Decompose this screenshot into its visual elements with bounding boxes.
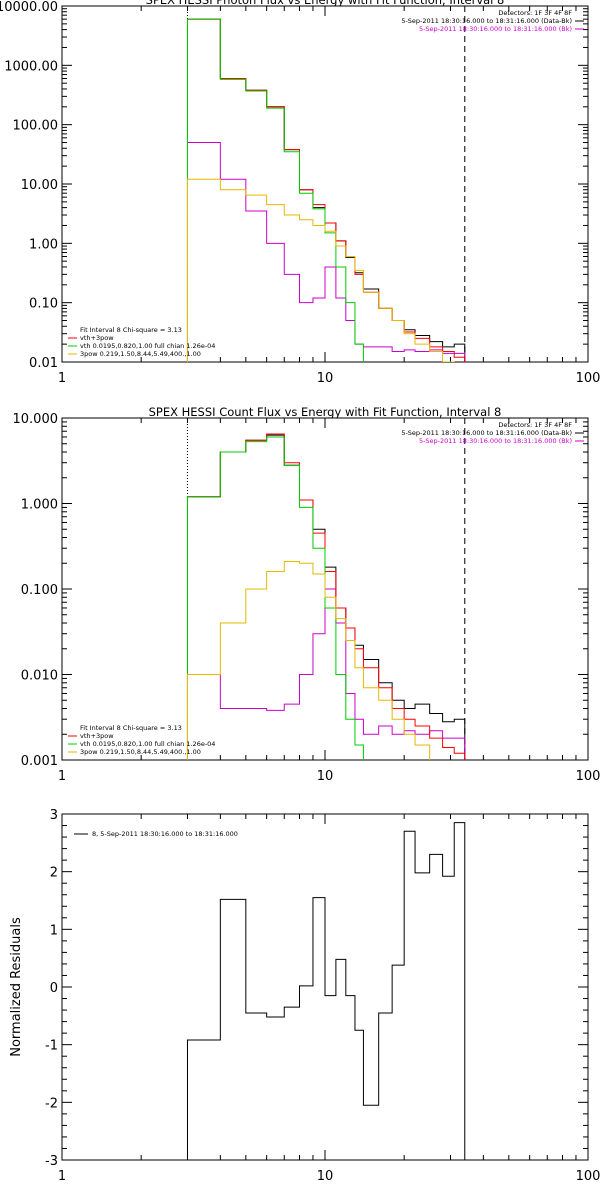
- x-tick-label: 100: [576, 371, 600, 386]
- y-tick-label: 10.00: [21, 178, 58, 193]
- plot-area: [186, 6, 466, 362]
- x-tick-label: 1: [58, 371, 66, 386]
- series-line-bk: [186, 588, 466, 760]
- fit-legend-line-2: vth+3pow: [80, 732, 114, 740]
- y-tick-label: 10000.00: [0, 0, 58, 15]
- series-line-vth: [186, 436, 380, 760]
- y-tick-label: 0.010: [21, 669, 58, 684]
- y-tick-label: 0.01: [29, 356, 58, 371]
- fit-legend-line-4: 3pow 0.219,1.50,8.44,5.49,400.,1.00: [80, 748, 201, 756]
- y-tick-label: 1000.00: [4, 59, 58, 74]
- y-tick-label: 1: [50, 923, 58, 938]
- x-tick-label: 10: [317, 769, 334, 784]
- header-line-2: 5-Sep-2011 18:30:16.000 to 18:31:16.000 …: [401, 429, 572, 437]
- y-tick-label: 2: [50, 866, 58, 881]
- series-line-vth: [186, 18, 405, 362]
- y-tick-label: 3: [50, 808, 58, 823]
- fit-legend-line-1: Fit Interval 8 Chi-square = 3.13: [80, 724, 182, 732]
- chart-title: SPEX HESSI Count Flux vs Energy with Fit…: [149, 405, 502, 419]
- y-tick-label: -3: [45, 1154, 58, 1169]
- fit-legend-line-3: vth 0.0195,0.820,1.00 full chian 1.26e-0…: [80, 740, 215, 748]
- x-tick-label: 1: [58, 769, 66, 784]
- header-line-2: 5-Sep-2011 18:30:16.000 to 18:31:16.000 …: [401, 17, 572, 25]
- residual-legend: 8, 5-Sep-2011 18:30:16.000 to 18:31:16.0…: [92, 830, 238, 838]
- y-tick-label: 0.100: [21, 583, 58, 598]
- header-line-3: 5-Sep-2011 18:30:16.000 to 18:31:16.000 …: [419, 437, 572, 445]
- y-tick-label: 10.000: [13, 412, 59, 427]
- plot-frame: [61, 5, 589, 363]
- header-line-1: Detectors: 1F 3F 4F 8F: [498, 421, 572, 429]
- fit-legend-line-2: vth+3pow: [80, 334, 114, 342]
- series-line-data-bk: [186, 18, 466, 362]
- y-tick-label: -2: [45, 1096, 58, 1111]
- y-tick-label: 100.00: [13, 119, 59, 134]
- header-line-1: Detectors: 1F 3F 4F 8F: [498, 9, 572, 17]
- series-line-3pow: [186, 560, 444, 760]
- fit-legend-line-1: Fit Interval 8 Chi-square = 3.13: [80, 326, 182, 334]
- chart-title: SPEX HESSI Photon Flux vs Energy with Fi…: [146, 0, 505, 7]
- x-tick-label: 10: [317, 371, 334, 386]
- series-line-bk: [186, 142, 466, 362]
- y-tick-label: 0.10: [29, 297, 58, 312]
- series-line-3pow: [186, 178, 466, 362]
- y-axis-label: Normalized Residuals: [9, 917, 24, 1057]
- y-tick-label: 0.001: [21, 754, 58, 769]
- chart-panel-2: SPEX HESSI Count Flux vs Energy with Fit…: [13, 405, 600, 784]
- y-tick-label: 0: [50, 981, 58, 996]
- plot-area: [186, 822, 466, 1160]
- y-tick-label: -1: [45, 1039, 58, 1054]
- series-line-vth-3pow: [186, 18, 466, 362]
- fit-legend-line-3: vth 0.0195,0.820,1.00 full chian 1.26e-0…: [80, 342, 215, 350]
- series-line-8: [186, 822, 466, 1160]
- plot-area: [186, 418, 466, 760]
- y-tick-label: 1.000: [21, 498, 58, 513]
- x-tick-label: 100: [576, 1169, 600, 1184]
- x-tick-label: 100: [576, 769, 600, 784]
- fit-legend-line-4: 3pow 0.219,1.50,8.44,5.49,400.,1.00: [80, 350, 201, 358]
- x-tick-label: 10: [317, 1169, 334, 1184]
- chart-panel-1: SPEX HESSI Photon Flux vs Energy with Fi…: [0, 0, 600, 386]
- x-tick-label: 1: [58, 1169, 66, 1184]
- header-line-3: 5-Sep-2011 18:30:16.000 to 18:31:16.000 …: [419, 25, 572, 33]
- y-tick-label: 1.00: [29, 237, 58, 252]
